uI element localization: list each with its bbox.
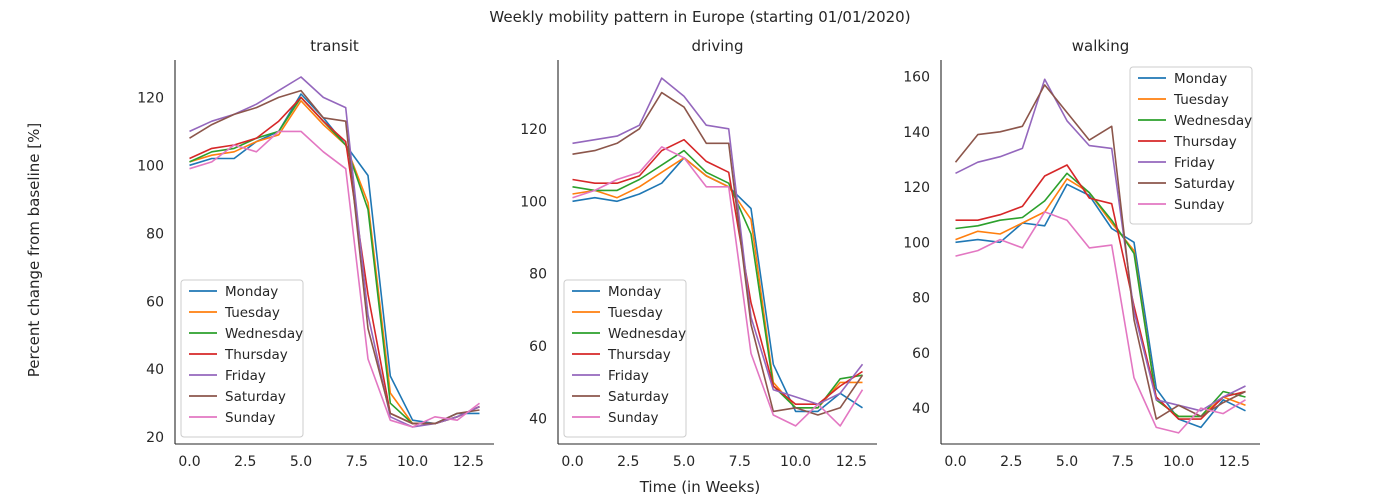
series-line-sunday <box>572 146 864 427</box>
panel-transit: transit 0.0 2.5 5.0 7.5 10.0 12.5 20 40 60 80 100 12… <box>137 37 494 470</box>
legend-entry: Saturday <box>608 389 669 405</box>
figure-xlabel: Time (in Weeks) <box>639 478 761 496</box>
y-tick-label: 100 <box>520 194 547 210</box>
panel-walking: walking 0.0 2.5 5.0 7.5 10.0 12.5 40 60 80 100 120 1… <box>903 37 1260 470</box>
x-tick-label: 2.5 <box>617 454 639 470</box>
legend-entry: Sunday <box>1174 197 1225 213</box>
legend-entry: Tuesday <box>607 305 663 321</box>
y-tick-label: 80 <box>912 291 930 307</box>
x-tick-label: 10.0 <box>397 454 428 470</box>
x-tick-label: 12.5 <box>453 454 484 470</box>
series-line-sunday <box>189 130 480 428</box>
x-tick-label: 2.5 <box>1000 454 1022 470</box>
y-tick-label: 40 <box>146 362 164 378</box>
legend-entry: Friday <box>225 368 266 384</box>
panel-title: walking <box>1072 37 1130 55</box>
figure-ylabel: Percent change from baseline [%] <box>25 123 43 377</box>
y-tick-label: 100 <box>903 235 930 251</box>
y-tick-label: 120 <box>137 90 164 106</box>
legend-entry: Saturday <box>225 389 286 405</box>
y-tick-label: 120 <box>520 122 547 138</box>
legend-entry: Sunday <box>608 410 659 426</box>
legend-entry: Friday <box>1174 155 1215 171</box>
legend-entry: Wednesday <box>608 326 686 342</box>
y-tick-label: 40 <box>912 401 930 417</box>
x-tick-label: 10.0 <box>780 454 811 470</box>
legend-box <box>563 279 687 438</box>
legend-entry: Thursday <box>224 347 288 363</box>
y-tick-label: 80 <box>146 226 164 242</box>
y-tick-label: 40 <box>529 412 547 428</box>
panel-driving: driving 0.0 2.5 5.0 7.5 10.0 12.5 40 60 80 100 120 M… <box>520 37 877 470</box>
x-tick-label: 0.0 <box>178 454 200 470</box>
figure-suptitle: Weekly mobility pattern in Europe (start… <box>489 8 910 26</box>
legend-entry: Wednesday <box>1174 113 1252 129</box>
y-tick-label: 80 <box>529 267 547 283</box>
x-tick-label: 0.0 <box>944 454 966 470</box>
series-line-thursday <box>572 138 863 406</box>
legend-box <box>180 279 304 438</box>
x-tick-label: 7.5 <box>729 454 751 470</box>
legend-entry: Sunday <box>225 410 276 426</box>
series-line-sunday <box>955 211 1246 434</box>
legend: Monday Tuesday Wednesday Thursday Friday Satu… <box>563 279 687 438</box>
y-tick-label: 140 <box>903 125 930 141</box>
y-tick-label: 160 <box>903 70 930 86</box>
y-tick-label: 60 <box>146 294 164 310</box>
y-tick-label: 20 <box>146 430 164 446</box>
series-line-thursday <box>955 164 1246 420</box>
legend-entry: Monday <box>608 284 661 300</box>
legend-entry: Monday <box>1174 71 1227 87</box>
panel-title: driving <box>692 37 744 55</box>
x-tick-label: 5.0 <box>1056 454 1078 470</box>
legend: Monday Tuesday Wednesday Thursday Friday Satu… <box>180 279 304 438</box>
legend: Monday Tuesday Wednesday Thursday Friday Satu… <box>1129 66 1253 225</box>
legend-entry: Monday <box>225 284 278 300</box>
legend-entry: Thursday <box>607 347 671 363</box>
y-tick-label: 60 <box>912 346 930 362</box>
legend-entry: Thursday <box>1173 134 1237 150</box>
series-line-saturday <box>189 89 480 425</box>
legend-entry: Wednesday <box>225 326 303 342</box>
x-tick-label: 7.5 <box>1112 454 1134 470</box>
series-line-friday <box>955 78 1246 412</box>
y-tick-label: 100 <box>137 158 164 174</box>
series-line-friday <box>572 77 864 406</box>
y-tick-label: 60 <box>529 339 547 355</box>
legend-entry: Friday <box>608 368 649 384</box>
series-line-saturday <box>954 84 1246 420</box>
x-tick-label: 10.0 <box>1163 454 1194 470</box>
x-tick-label: 2.5 <box>234 454 256 470</box>
series-line-saturday <box>572 91 864 416</box>
x-tick-label: 7.5 <box>346 454 368 470</box>
legend-entry: Tuesday <box>224 305 280 321</box>
x-tick-label: 12.5 <box>836 454 867 470</box>
x-tick-label: 5.0 <box>290 454 312 470</box>
y-tick-label: 120 <box>903 180 930 196</box>
series-line-wednesday <box>955 172 1246 418</box>
panel-title: transit <box>310 37 359 55</box>
x-tick-label: 0.0 <box>561 454 583 470</box>
legend-entry: Tuesday <box>1173 92 1229 108</box>
legend-box <box>1129 66 1253 225</box>
x-tick-label: 12.5 <box>1219 454 1250 470</box>
series-line-monday <box>955 183 1246 429</box>
x-tick-label: 5.0 <box>673 454 695 470</box>
legend-entry: Saturday <box>1174 176 1235 192</box>
